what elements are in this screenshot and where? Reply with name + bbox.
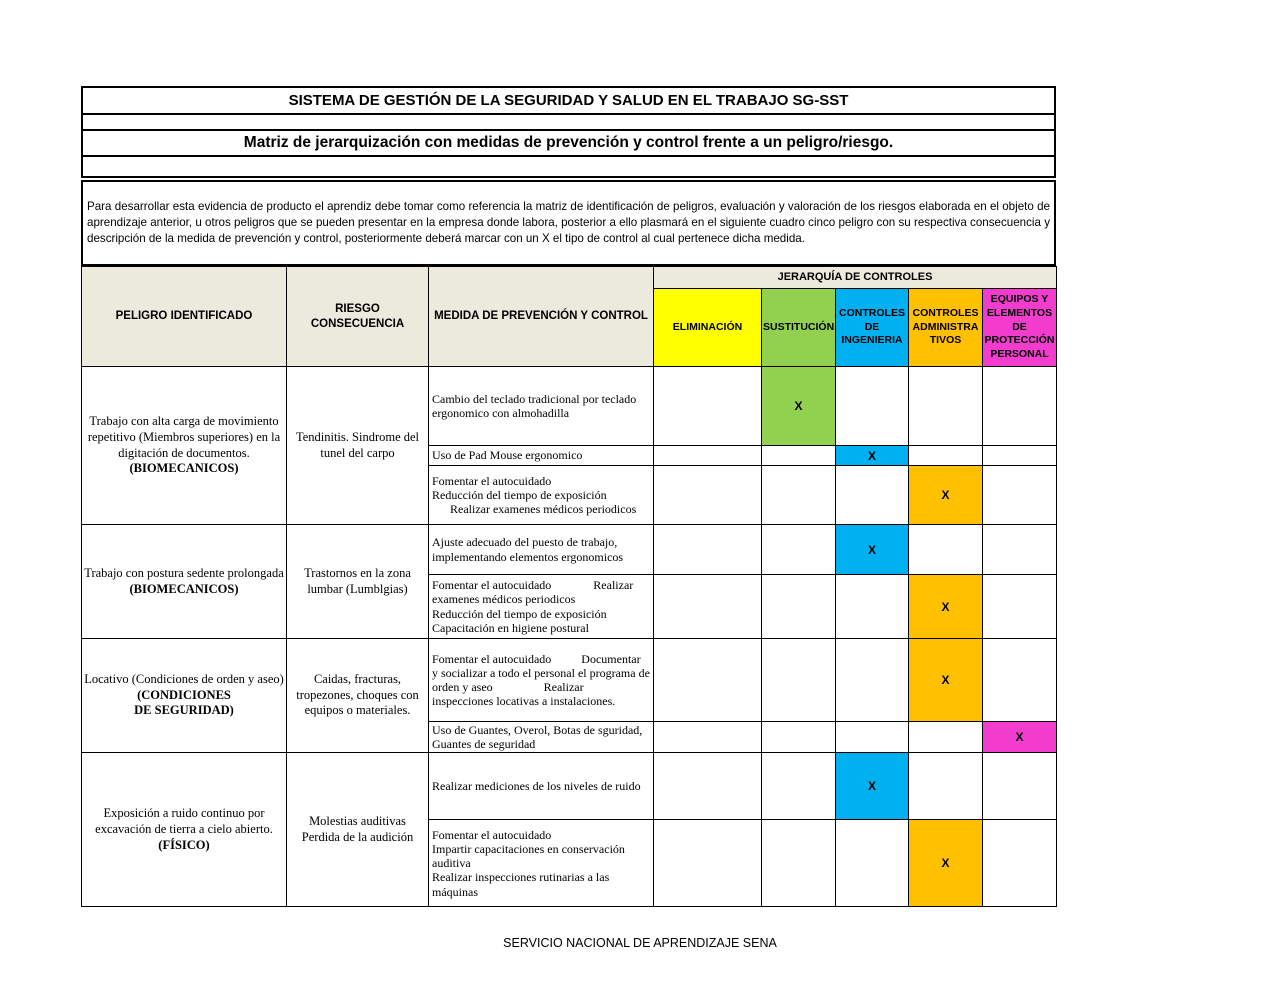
cell-administrativos-empty (908, 720, 983, 754)
cell-riesgo-g1: Tendinitis. Sindrome del tunel del carpo (286, 366, 429, 525)
instructions-text: Para desarrollar esta evidencia de produ… (87, 200, 1050, 245)
cell-eliminacion-empty (653, 574, 762, 639)
cell-sustitucion-empty (761, 445, 836, 466)
title-spacer-row (83, 115, 1054, 131)
x-cell-g1m1-sustitucion: X (761, 366, 836, 446)
cell-equipos-empty (981, 445, 1058, 466)
cell-medida-g2m2: Fomentar el autocuidado Realizar examene… (428, 574, 654, 639)
x-cell-g1m2-ingenieria: X (835, 445, 909, 466)
cell-ingenieria-empty (835, 574, 909, 639)
cell-equipos-empty (981, 465, 1058, 525)
cell-eliminacion-empty (653, 752, 762, 821)
hierarchy-matrix-table: PELIGRO IDENTIFICADO RIESGO CONSECUENCIA… (81, 266, 1058, 908)
cell-sustitucion-empty (761, 465, 836, 525)
cell-medida-g3m1: Fomentar el autocuidado Documentar y soc… (428, 638, 654, 722)
cell-eliminacion-empty (653, 819, 762, 908)
cell-administrativos-empty (908, 366, 983, 446)
x-cell-g4m2-administrativos: X (908, 819, 983, 908)
footer-text: SERVICIO NACIONAL DE APRENDIZAJE SENA (503, 936, 777, 950)
column-header-controles-administrativos: CONTROLES ADMINISTRA TIVOS (908, 288, 983, 367)
cell-eliminacion-empty (653, 524, 762, 575)
cell-eliminacion-empty (653, 445, 762, 466)
x-cell-g3m2-equipos: X (981, 720, 1058, 754)
peligro-categoria: (BIOMECANICOS) (129, 581, 239, 596)
x-cell-g3m1-administrativos: X (908, 638, 983, 722)
column-header-riesgo: RIESGO CONSECUENCIA (286, 266, 429, 367)
peligro-categoria: (FÍSICO) (158, 837, 210, 852)
column-header-sustitucion: SUSTITUCIÓN (761, 288, 836, 367)
title-spacer-row (83, 157, 1054, 176)
x-cell-g1m3-administrativos: X (908, 465, 983, 525)
column-header-medida: MEDIDA DE PREVENCIÓN Y CONTROL (428, 266, 654, 367)
cell-equipos-empty (981, 574, 1058, 639)
cell-sustitucion-empty (761, 720, 836, 754)
cell-riesgo-g4: Molestias auditivas Perdida de la audici… (286, 752, 429, 908)
cell-riesgo-g3: Caidas, fracturas, tropezones, choques c… (286, 637, 429, 754)
cell-administrativos-empty (908, 524, 983, 575)
cell-sustitucion-empty (761, 574, 836, 639)
cell-riesgo-g2: Trastornos en la zona lumbar (Lumblgias) (286, 524, 429, 639)
document-sheet: SISTEMA DE GESTIÓN DE LA SEGURIDAD Y SAL… (81, 86, 1058, 908)
cell-administrativos-empty (908, 752, 983, 821)
cell-eliminacion-empty (653, 720, 762, 754)
peligro-categoria: (BIOMECANICOS) (129, 461, 239, 476)
column-header-equipos-proteccion: EQUIPOS Y ELEMENTOS DE PROTECCIÓN PERSON… (981, 288, 1058, 367)
peligro-text: Trabajo con alta carga de movimiento rep… (87, 414, 281, 460)
document-title: SISTEMA DE GESTIÓN DE LA SEGURIDAD Y SAL… (83, 88, 1054, 115)
cell-medida-g1m3: Fomentar el autocuidado Reducción del ti… (428, 465, 654, 525)
cell-medida-g1m2: Uso de Pad Mouse ergonomico (428, 445, 654, 466)
cell-peligro-g2: Trabajo con postura sedente prolongada (… (81, 524, 287, 639)
cell-eliminacion-empty (653, 366, 762, 446)
column-header-peligro: PELIGRO IDENTIFICADO (81, 266, 287, 367)
cell-ingenieria-empty (835, 819, 909, 908)
cell-equipos-empty (981, 638, 1058, 722)
instructions-box: Para desarrollar esta evidencia de produ… (81, 180, 1056, 266)
column-header-controles-ingenieria: CONTROLES DE INGENIERIA (835, 288, 909, 367)
cell-ingenieria-empty (835, 465, 909, 525)
x-cell-g2m2-administrativos: X (908, 574, 983, 639)
peligro-text: Exposición a ruido continuo por excavaci… (95, 806, 273, 836)
cell-ingenieria-empty (835, 720, 909, 754)
cell-sustitucion-empty (761, 819, 836, 908)
cell-peligro-g1: Trabajo con alta carga de movimiento rep… (81, 366, 287, 525)
x-cell-g4m1-ingenieria: X (835, 752, 909, 821)
cell-eliminacion-empty (653, 465, 762, 525)
cell-medida-g1m1: Cambio del teclado tradicional por tecla… (428, 366, 654, 446)
peligro-text: Trabajo con postura sedente prolongada (84, 565, 284, 580)
cell-sustitucion-empty (761, 638, 836, 722)
cell-peligro-g3: Locativo (Condiciones de orden y aseo) (… (81, 637, 287, 754)
column-header-eliminacion: ELIMINACIÓN (653, 288, 762, 367)
cell-medida-g4m1: Realizar mediciones de los niveles de ru… (428, 752, 654, 821)
cell-eliminacion-empty (653, 638, 762, 722)
cell-sustitucion-empty (761, 524, 836, 575)
cell-administrativos-empty (908, 445, 983, 466)
cell-ingenieria-empty (835, 638, 909, 722)
cell-equipos-empty (981, 524, 1058, 575)
cell-medida-g2m1: Ajuste adecuado del puesto de trabajo, i… (428, 524, 654, 575)
cell-peligro-g4: Exposición a ruido continuo por excavaci… (81, 752, 287, 908)
peligro-text: Locativo (Condiciones de orden y aseo) (84, 672, 284, 687)
cell-equipos-empty (981, 366, 1058, 446)
cell-sustitucion-empty (761, 752, 836, 821)
title-block: SISTEMA DE GESTIÓN DE LA SEGURIDAD Y SAL… (81, 86, 1056, 178)
cell-medida-g3m2: Uso de Guantes, Overol, Botas de sgurida… (428, 720, 654, 754)
x-cell-g2m1-ingenieria: X (835, 524, 909, 575)
column-header-jerarquia: JERARQUÍA DE CONTROLES (652, 266, 1058, 289)
cell-ingenieria-empty (835, 366, 909, 446)
cell-medida-g4m2: Fomentar el autocuidado Impartir capacit… (428, 819, 654, 908)
cell-equipos-empty (981, 819, 1058, 908)
peligro-categoria: (CONDICIONES DE SEGURIDAD) (134, 687, 234, 718)
cell-equipos-empty (981, 752, 1058, 821)
document-subtitle: Matriz de jerarquización con medidas de … (83, 131, 1054, 157)
